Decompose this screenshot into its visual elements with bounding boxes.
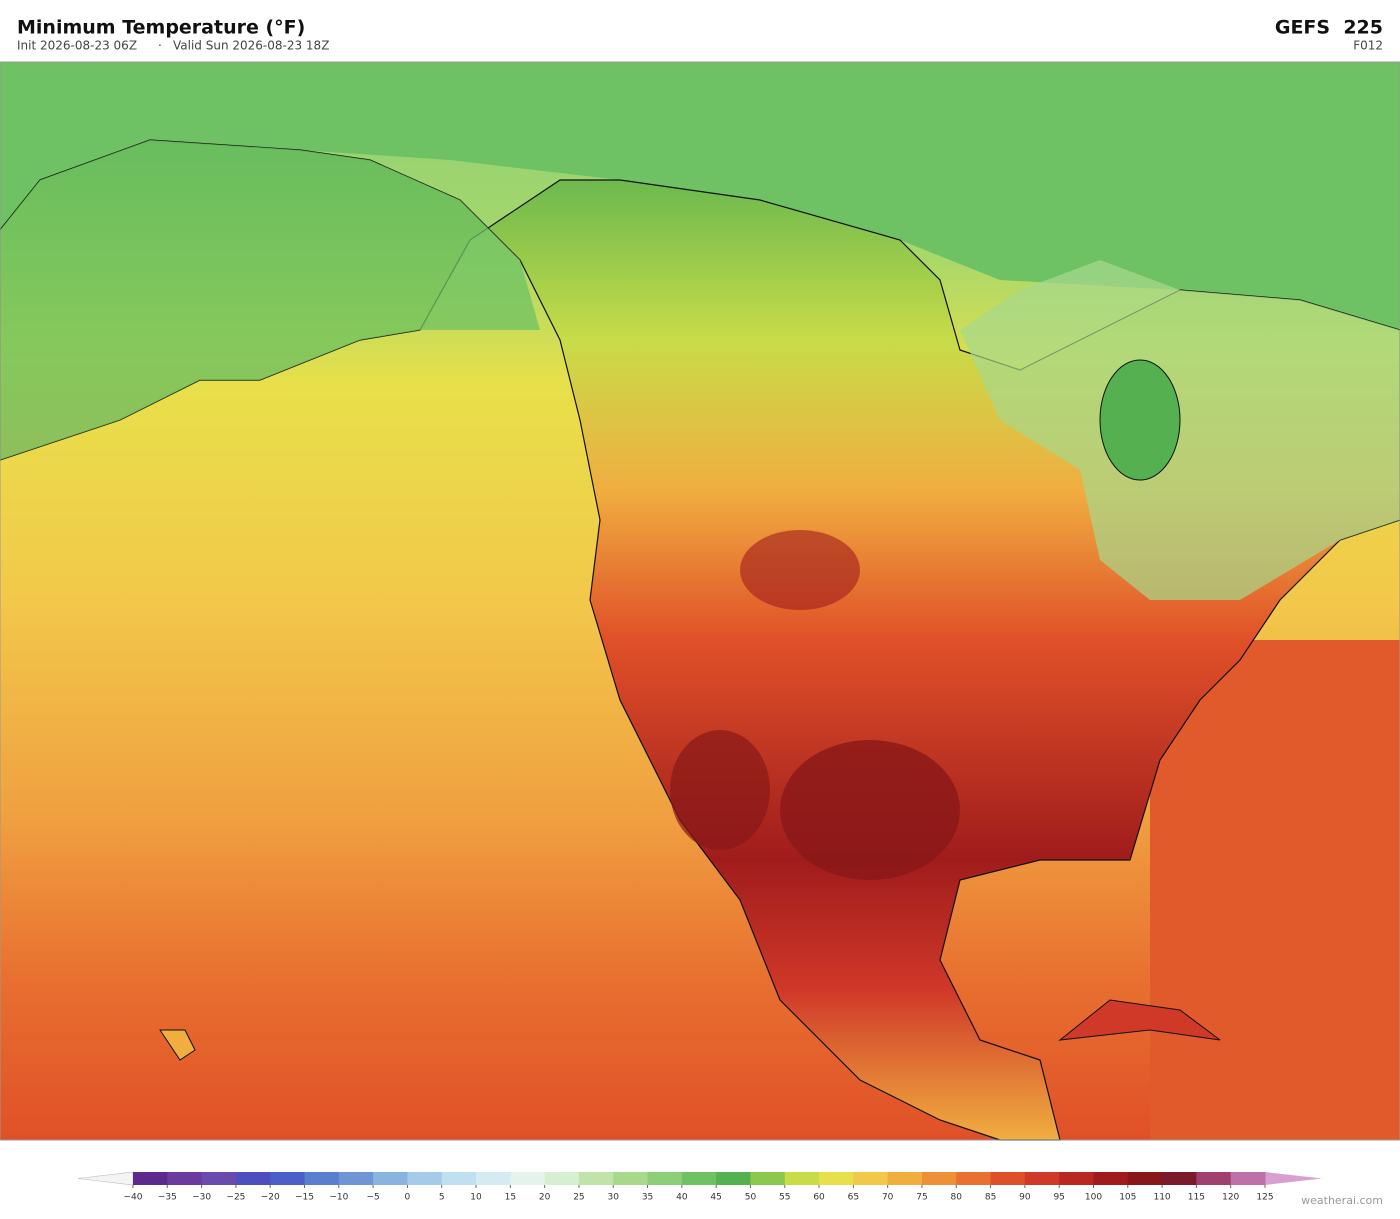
- map: [0, 62, 1400, 1141]
- colorbar-cell: [1196, 1172, 1232, 1185]
- colorbar-tick-label: 80: [951, 1193, 963, 1203]
- hot-core: [670, 730, 770, 850]
- colorbar-under: [77, 1171, 134, 1186]
- eastern-canada: [960, 260, 1400, 600]
- colorbar-tick-label: −10: [329, 1193, 348, 1203]
- colorbar-tick-label: 65: [848, 1193, 859, 1203]
- atlantic: [1150, 640, 1400, 1140]
- colorbar-cell: [716, 1172, 751, 1185]
- colorbar-tick-label: −5: [366, 1193, 379, 1203]
- colorbar-cell: [167, 1172, 203, 1185]
- colorbar-cell: [853, 1172, 889, 1185]
- colorbar-tick-label: 100: [1085, 1193, 1102, 1203]
- forecast-hour: F012: [1353, 39, 1383, 53]
- init-time: Init 2026-08-23 06Z: [17, 39, 137, 53]
- colorbar-cell: [1093, 1172, 1129, 1185]
- colorbar: −40 −35 −30 −25 −20 −15 −10 −5 0 5 10 15 20 25 30 35 40 4…: [77, 1171, 1322, 1203]
- colorbar-cell: [133, 1172, 168, 1185]
- colorbar-tick-label: −15: [295, 1193, 314, 1203]
- colorbar-cell: [647, 1172, 683, 1185]
- colorbar-over: [1265, 1172, 1322, 1185]
- separator: ·: [158, 39, 162, 53]
- colorbar-tick-label: −40: [124, 1193, 143, 1203]
- colorbar-tick-label: 85: [985, 1193, 996, 1203]
- colorbar-cell: [476, 1172, 511, 1185]
- valid-time: Valid Sun 2026-08-23 18Z: [173, 39, 329, 53]
- colorbar-tick-label: 45: [710, 1193, 721, 1203]
- colorbar-tick-label: 25: [573, 1193, 584, 1203]
- cuba: [1058, 999, 1221, 1041]
- colorbar-tick-label: 70: [882, 1193, 894, 1203]
- hawaii: [159, 1029, 196, 1061]
- colorbar-tick-label: 55: [779, 1193, 790, 1203]
- colorbar-cell: [1059, 1172, 1094, 1185]
- colorbar-cell: [681, 1172, 717, 1185]
- colorbar-tick-label: −30: [192, 1193, 211, 1203]
- colorbar-cell: [1162, 1172, 1197, 1185]
- hot-core: [740, 530, 860, 610]
- colorbar-cell: [441, 1172, 477, 1185]
- colorbar-cell: [235, 1172, 271, 1185]
- colorbar-tick-label: 15: [505, 1193, 516, 1203]
- colorbar-cell: [578, 1172, 614, 1185]
- colorbar-cell: [750, 1172, 786, 1185]
- colorbar-cell: [956, 1172, 992, 1185]
- colorbar-tick-label: 90: [1019, 1193, 1031, 1203]
- colorbar-tick-label: 20: [539, 1193, 551, 1203]
- hot-core: [780, 740, 960, 880]
- colorbar-tick-label: 110: [1153, 1193, 1170, 1203]
- colorbar-tick-label: 75: [916, 1193, 927, 1203]
- colorbar-cell: [373, 1172, 408, 1185]
- colorbar-cell: [921, 1172, 957, 1185]
- colorbar-cell: [407, 1172, 443, 1185]
- colorbar-cell: [544, 1172, 580, 1185]
- colorbar-tick-label: 105: [1119, 1193, 1136, 1203]
- colorbar-tick-label: −25: [226, 1193, 245, 1203]
- colorbar-tick-label: −20: [261, 1193, 280, 1203]
- colorbar-tick-label: 50: [745, 1193, 757, 1203]
- colorbar-cell: [990, 1172, 1026, 1185]
- colorbar-cell: [784, 1172, 820, 1185]
- colorbar-tick-label: 10: [470, 1193, 482, 1203]
- arctic: [0, 62, 1400, 330]
- colorbar-cell: [1230, 1172, 1266, 1185]
- colorbar-cell: [819, 1172, 854, 1185]
- title: Minimum Temperature (°F): [17, 17, 305, 39]
- alaska: [0, 140, 540, 460]
- colorbar-cell: [887, 1172, 923, 1185]
- map-frame: [0, 61, 1400, 1141]
- colorbar-tick-label: 95: [1053, 1193, 1064, 1203]
- colorbar-tick-label: 40: [676, 1193, 688, 1203]
- colorbar-tick-label: 35: [642, 1193, 653, 1203]
- colorbar-cell: [201, 1172, 237, 1185]
- colorbar-cell: [1024, 1172, 1060, 1185]
- colorbar-tick-label: 5: [439, 1193, 445, 1203]
- watermark: weatherai.com: [1301, 1194, 1383, 1207]
- colorbar-tick-label: 120: [1222, 1193, 1239, 1203]
- colorbar-cell: [510, 1172, 546, 1185]
- colorbar-cell: [270, 1172, 306, 1185]
- colorbar-cell: [613, 1172, 649, 1185]
- colorbar-tick-label: 30: [608, 1193, 620, 1203]
- colorbar-tick-label: 125: [1256, 1193, 1273, 1203]
- colorbar-tick-label: −35: [158, 1193, 177, 1203]
- colorbar-tick-label: 60: [813, 1193, 825, 1203]
- colorbar-cell: [338, 1172, 374, 1185]
- colorbar-tick-label: 115: [1188, 1193, 1205, 1203]
- colorbar-cell: [1127, 1172, 1163, 1185]
- model: GEFS 225: [1275, 17, 1383, 39]
- hudson-bay: [1099, 359, 1181, 481]
- colorbar-cell: [304, 1172, 340, 1185]
- colorbar-tick-label: 0: [405, 1193, 411, 1203]
